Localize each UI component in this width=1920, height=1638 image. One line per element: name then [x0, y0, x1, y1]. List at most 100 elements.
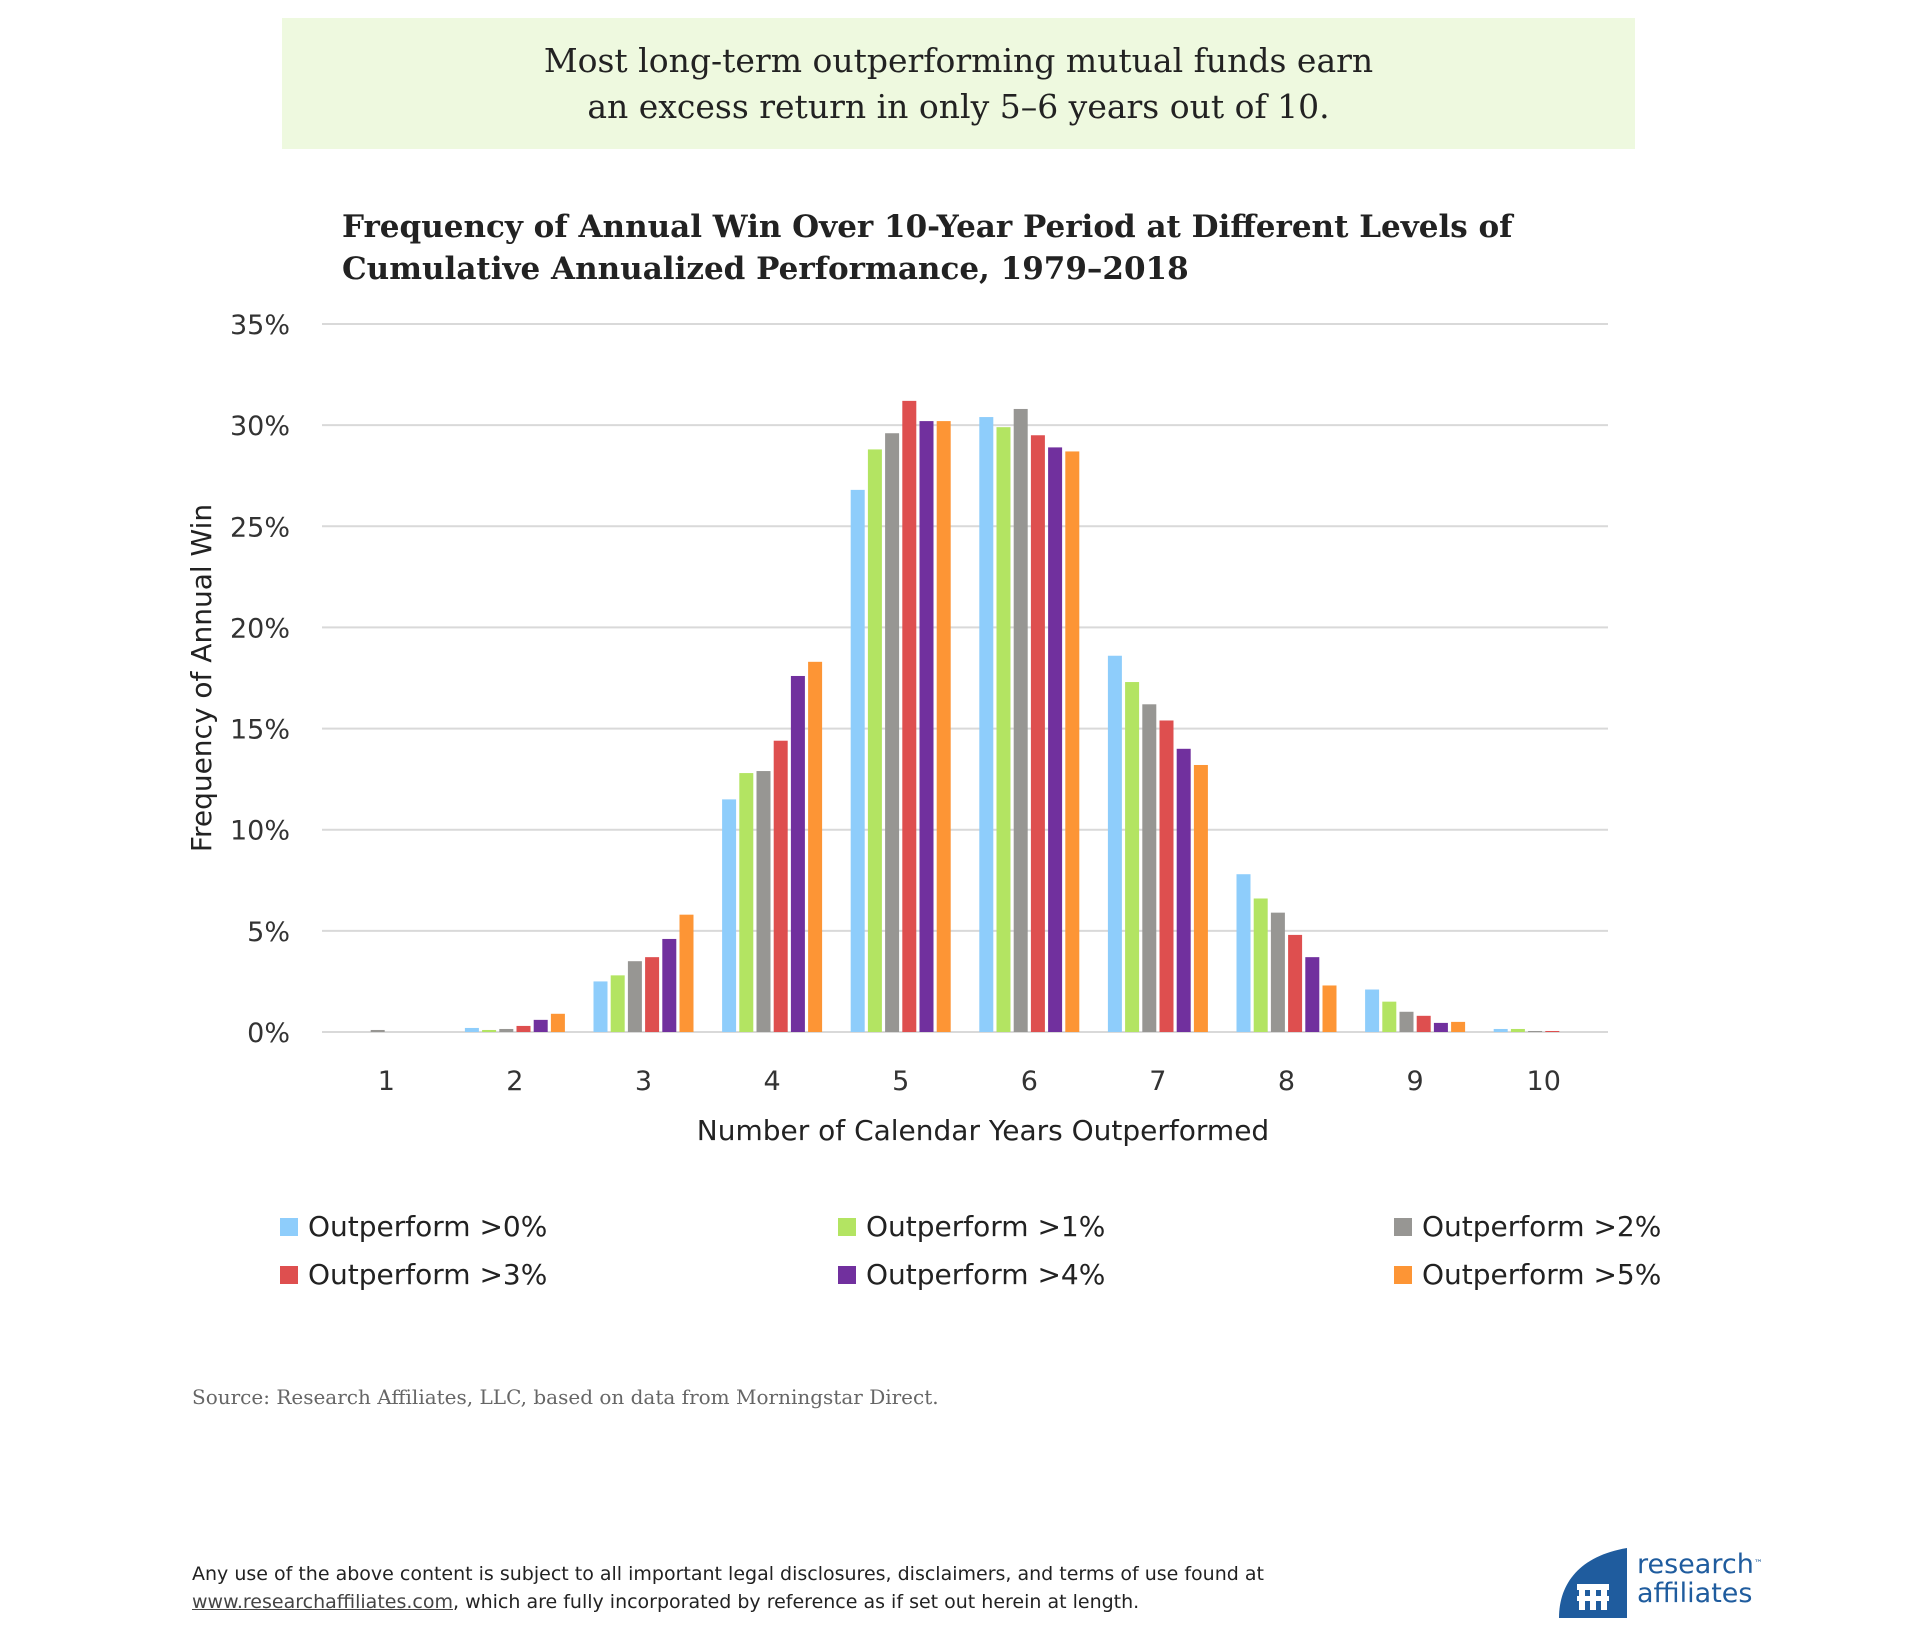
headline-callout: Most long-term outperforming mutual fund… — [282, 18, 1635, 149]
bar — [610, 975, 625, 1032]
bar — [1288, 934, 1303, 1032]
legend-swatch — [280, 1265, 298, 1284]
legend-item: Outperform >3% — [280, 1258, 547, 1291]
legend-item: Outperform >5% — [1394, 1258, 1661, 1291]
legend-label: Outperform >3% — [308, 1258, 548, 1291]
bar — [1125, 682, 1140, 1032]
bar — [1545, 1030, 1560, 1032]
bar — [1159, 720, 1174, 1032]
bar — [516, 1025, 531, 1032]
y-tick-label: 15% — [230, 715, 290, 746]
website-link[interactable]: www.researchaffiliates.com — [192, 1591, 453, 1613]
legend-item: Outperform >1% — [838, 1210, 1105, 1243]
bar — [919, 421, 934, 1032]
bar — [1528, 1030, 1543, 1032]
bar — [902, 400, 917, 1033]
logo-line-1: research — [1637, 1549, 1754, 1580]
legend-label: Outperform >2% — [1422, 1210, 1662, 1243]
y-tick-label: 35% — [230, 310, 290, 341]
x-tick-label: 10 — [1527, 1066, 1561, 1097]
y-tick-label: 10% — [230, 816, 290, 847]
bar — [850, 489, 865, 1033]
y-axis-label: Frequency of Annual Win — [185, 504, 218, 852]
bar — [499, 1028, 514, 1032]
bar — [550, 1013, 565, 1032]
bar — [1305, 957, 1320, 1032]
bar — [645, 957, 660, 1032]
y-tick-label: 5% — [247, 917, 290, 948]
x-axis-label: Number of Calendar Years Outperformed — [697, 1114, 1269, 1147]
legend-label: Outperform >4% — [866, 1258, 1106, 1291]
bar — [739, 773, 754, 1032]
bar — [1433, 1022, 1448, 1032]
x-tick-label: 6 — [1021, 1066, 1038, 1097]
bar — [756, 771, 771, 1032]
bar — [808, 661, 823, 1032]
bar — [662, 938, 677, 1032]
disclaimer-line-1: Any use of the above content is subject … — [192, 1563, 1264, 1585]
gridlines — [322, 323, 1608, 1033]
legend-item: Outperform >4% — [838, 1258, 1105, 1291]
headline-line-1: Most long-term outperforming mutual fund… — [543, 40, 1374, 80]
x-axis-ticks: 1 2 3 4 5 6 7 8 9 10 — [378, 1066, 1561, 1097]
bars — [370, 400, 1560, 1033]
source-note: Source: Research Affiliates, LLC, based … — [192, 1385, 939, 1409]
bar — [790, 675, 805, 1032]
chart-title: Frequency of Annual Win Over 10-Year Per… — [342, 206, 1642, 290]
bar — [1253, 898, 1268, 1032]
bar — [370, 1029, 385, 1032]
bar — [1510, 1028, 1525, 1032]
logo-wordmark: research™ affiliates — [1637, 1550, 1763, 1608]
legend-item: Outperform >0% — [280, 1210, 547, 1243]
y-tick-label: 20% — [230, 613, 290, 644]
legend-swatch — [838, 1265, 856, 1284]
legend-swatch — [1394, 1217, 1412, 1236]
bar — [1382, 1001, 1397, 1032]
x-tick-label: 2 — [506, 1066, 523, 1097]
bar — [1030, 435, 1045, 1032]
chart-title-line-1: Frequency of Annual Win Over 10-Year Per… — [342, 209, 1513, 245]
legend-label: Outperform >5% — [1422, 1258, 1662, 1291]
bar — [1365, 989, 1380, 1032]
logo-mark-icon — [1559, 1548, 1627, 1618]
legend-label: Outperform >0% — [308, 1210, 548, 1243]
legend-swatch — [280, 1217, 298, 1236]
bar — [593, 981, 608, 1032]
bar — [1416, 1015, 1431, 1032]
legend-swatch — [1394, 1265, 1412, 1284]
bar — [482, 1029, 497, 1032]
bar — [1322, 985, 1337, 1032]
bar — [1193, 764, 1208, 1032]
bar — [627, 961, 642, 1032]
bar — [1399, 1011, 1414, 1032]
bar — [1236, 874, 1251, 1032]
bar — [1048, 447, 1063, 1032]
y-tick-label: 25% — [230, 512, 290, 543]
bar — [885, 433, 900, 1033]
legal-disclaimer: Any use of the above content is subject … — [192, 1560, 1392, 1616]
bar — [979, 417, 994, 1033]
bar — [1065, 451, 1080, 1032]
bar — [936, 421, 951, 1032]
x-tick-label: 7 — [1149, 1066, 1166, 1097]
bar — [679, 914, 694, 1032]
bar — [1493, 1028, 1508, 1032]
bar — [1451, 1021, 1466, 1032]
disclaimer-line-2-text: , which are fully incorporated by refere… — [452, 1591, 1140, 1613]
y-axis-ticks: 0% 5% 10% 15% 20% 25% 30% 35% — [230, 310, 290, 1049]
bar — [996, 427, 1011, 1032]
y-tick-label: 0% — [247, 1018, 290, 1049]
bar — [773, 740, 788, 1032]
bar — [1142, 704, 1157, 1032]
x-tick-label: 5 — [892, 1066, 909, 1097]
legend-item: Outperform >2% — [1394, 1210, 1661, 1243]
x-tick-label: 1 — [378, 1066, 395, 1097]
bar — [1107, 655, 1122, 1032]
bar-chart: 0% 5% 10% 15% 20% 25% 30% 35% 1 2 3 4 5 6 7 8 9 10 Numbe… — [185, 310, 1608, 1147]
bar — [1176, 748, 1191, 1032]
bar — [722, 799, 737, 1032]
bar — [1013, 408, 1028, 1033]
legend-swatch — [838, 1217, 856, 1236]
legend-label: Outperform >1% — [866, 1210, 1106, 1243]
chart-title-line-2: Cumulative Annualized Performance, 1979–… — [342, 251, 1189, 287]
